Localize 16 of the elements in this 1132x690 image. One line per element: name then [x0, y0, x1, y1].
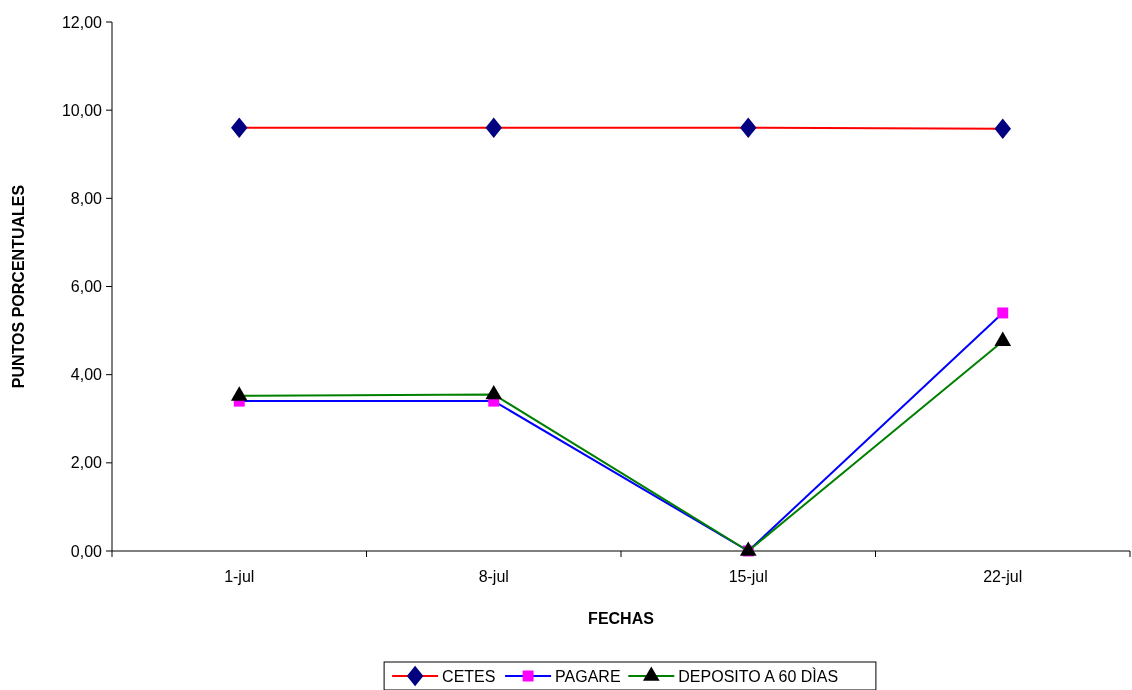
y-tick-label: 0,00 — [70, 542, 103, 560]
x-axis-title: FECHAS — [588, 610, 655, 627]
y-axis-title: PUNTOS PORCENTUALES — [10, 184, 27, 389]
y-tick-label: 12,00 — [61, 13, 103, 31]
y-tick-label: 6,00 — [70, 278, 103, 296]
y-tick-label: 10,00 — [61, 101, 103, 119]
x-tick-label: 1-jul — [224, 568, 255, 585]
x-tick-label: 8-jul — [478, 568, 509, 585]
x-tick-label: 15-jul — [728, 568, 768, 585]
x-tick-label: 22-jul — [983, 568, 1023, 585]
y-tick-label: 4,00 — [70, 366, 103, 384]
legend-label: DEPOSITO A 60 DÌAS — [678, 666, 839, 685]
legend-label: PAGARE — [555, 667, 621, 685]
y-tick-label: 8,00 — [70, 189, 103, 207]
y-tick-label: 2,00 — [70, 454, 103, 472]
legend-label: CETES — [442, 667, 496, 685]
